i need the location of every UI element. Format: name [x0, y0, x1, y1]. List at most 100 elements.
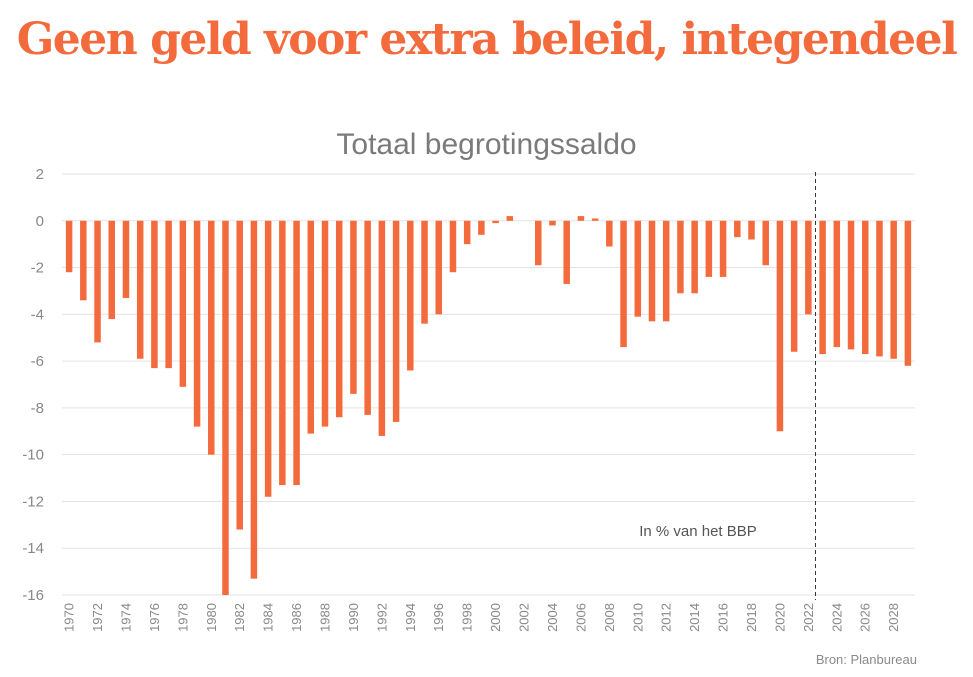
- bar-1991: [364, 220, 371, 415]
- x-tick-label: 1998: [460, 603, 475, 632]
- x-tick-label: 1982: [232, 603, 247, 632]
- x-tick-label: 1994: [403, 603, 418, 632]
- bar-2005: [563, 220, 570, 284]
- bar-2018: [748, 220, 755, 240]
- bar-1971: [80, 220, 87, 301]
- x-tick-label: 1974: [118, 603, 133, 632]
- x-tick-label: 1986: [289, 603, 304, 632]
- y-tick-label: -4: [31, 306, 44, 323]
- bar-2008: [606, 220, 613, 247]
- bar-1997: [449, 220, 457, 273]
- bar-2015: [705, 220, 713, 277]
- bar-1987: [307, 220, 315, 434]
- bar-1980: [208, 220, 215, 455]
- y-tick-label: -8: [31, 400, 44, 417]
- bar-2003: [535, 220, 542, 266]
- bar-1995: [421, 220, 428, 324]
- bar-1981: [222, 220, 229, 595]
- bar-1970: [65, 220, 73, 273]
- bar-2001: [506, 216, 514, 221]
- y-tick-label: 2: [36, 166, 44, 183]
- bar-1989: [335, 220, 343, 418]
- x-tick-label: 1970: [62, 603, 77, 632]
- bars: [65, 216, 912, 595]
- bar-2012: [662, 220, 670, 322]
- x-tick-label: 2024: [829, 603, 844, 632]
- x-tick-label: 2000: [488, 603, 503, 632]
- bar-2028: [890, 220, 897, 359]
- x-tick-label: 1978: [175, 603, 190, 632]
- bar-1999: [478, 220, 485, 235]
- bar-2023: [819, 220, 826, 355]
- bar-1979: [193, 220, 201, 427]
- bar-2026: [861, 220, 869, 355]
- bar-2011: [648, 220, 656, 322]
- bar-1986: [293, 220, 300, 486]
- bar-2006: [577, 216, 585, 221]
- x-tick-label: 1990: [346, 603, 361, 632]
- bar-2014: [691, 220, 698, 294]
- y-tick-label: 0: [36, 213, 44, 230]
- x-tick-label: 1996: [431, 603, 446, 632]
- x-tick-label: 2010: [630, 603, 645, 632]
- gridlines: [62, 173, 915, 596]
- x-tick-label: 1980: [204, 603, 219, 632]
- x-tick-label: 2004: [545, 603, 560, 632]
- bar-1994: [407, 220, 414, 371]
- x-tick-label: 2002: [517, 603, 532, 632]
- bar-1990: [350, 220, 357, 394]
- bar-1973: [108, 220, 116, 320]
- bar-1978: [179, 220, 187, 387]
- unit-annotation: In % van het BBP: [639, 523, 757, 540]
- x-tick-label: 2016: [716, 603, 731, 632]
- bar-1972: [94, 220, 101, 343]
- x-tick-label: 2012: [659, 603, 674, 632]
- y-tick-label: -14: [22, 540, 44, 557]
- x-tick-label: 2022: [801, 603, 816, 632]
- x-tick-label: 2008: [602, 603, 617, 632]
- bar-2020: [776, 220, 784, 432]
- x-tick-label: 2028: [886, 603, 901, 632]
- bar-2009: [620, 220, 627, 348]
- bar-1985: [279, 220, 286, 486]
- bar-2021: [790, 220, 798, 352]
- bar-2007: [591, 218, 599, 221]
- x-tick-label: 1976: [147, 603, 162, 632]
- x-tick-label: 2014: [687, 603, 702, 632]
- bar-2013: [677, 220, 684, 294]
- bar-2024: [833, 220, 841, 348]
- y-tick-label: -16: [22, 587, 44, 604]
- y-tick-label: -6: [31, 353, 44, 370]
- x-axis-ticks: 1970 1972 1974 1976 1978 1980 1982 1984 1986 1988…: [62, 603, 902, 632]
- bar-1974: [122, 220, 130, 298]
- bar-2000: [492, 220, 499, 224]
- bar-2029: [904, 220, 912, 366]
- bar-2025: [847, 220, 855, 350]
- bar-2027: [876, 220, 883, 357]
- bar-1977: [165, 220, 172, 369]
- x-tick-label: 1984: [261, 603, 276, 632]
- y-axis-ticks: 2 0 -2 -4 -6 -8 -10 -12 -14 -16: [22, 166, 44, 604]
- x-tick-label: 2020: [772, 603, 787, 632]
- x-tick-label: 2006: [573, 603, 588, 632]
- y-tick-label: -12: [22, 493, 44, 510]
- bar-1984: [264, 220, 272, 497]
- bar-2022: [805, 220, 812, 315]
- headline: Geen geld voor extra beleid, integendeel: [16, 14, 958, 65]
- x-tick-label: 1972: [90, 603, 105, 632]
- bar-1998: [463, 220, 471, 245]
- chart-title: Totaal begrotingssaldo: [336, 128, 637, 161]
- bar-2016: [719, 220, 727, 277]
- bar-1993: [392, 220, 400, 422]
- bar-1982: [236, 220, 243, 530]
- bar-1996: [435, 220, 442, 315]
- bar-2010: [634, 220, 642, 317]
- x-tick-label: 2026: [858, 603, 873, 632]
- bar-2019: [762, 220, 769, 266]
- bar-1988: [321, 220, 329, 427]
- bar-1983: [250, 220, 258, 579]
- bar-2004: [549, 220, 556, 226]
- bar-2017: [734, 220, 741, 238]
- source-note: Bron: Planbureau: [815, 652, 917, 667]
